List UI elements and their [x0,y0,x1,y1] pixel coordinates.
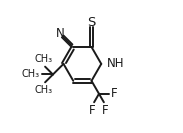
Text: CH₃: CH₃ [35,85,53,95]
Text: F: F [111,87,117,100]
Text: F: F [89,104,96,117]
Text: CH₃: CH₃ [35,54,53,64]
Text: S: S [87,16,96,29]
Text: F: F [102,104,109,117]
Text: CH₃: CH₃ [21,69,40,80]
Text: N: N [56,27,64,40]
Text: NH: NH [107,57,124,70]
